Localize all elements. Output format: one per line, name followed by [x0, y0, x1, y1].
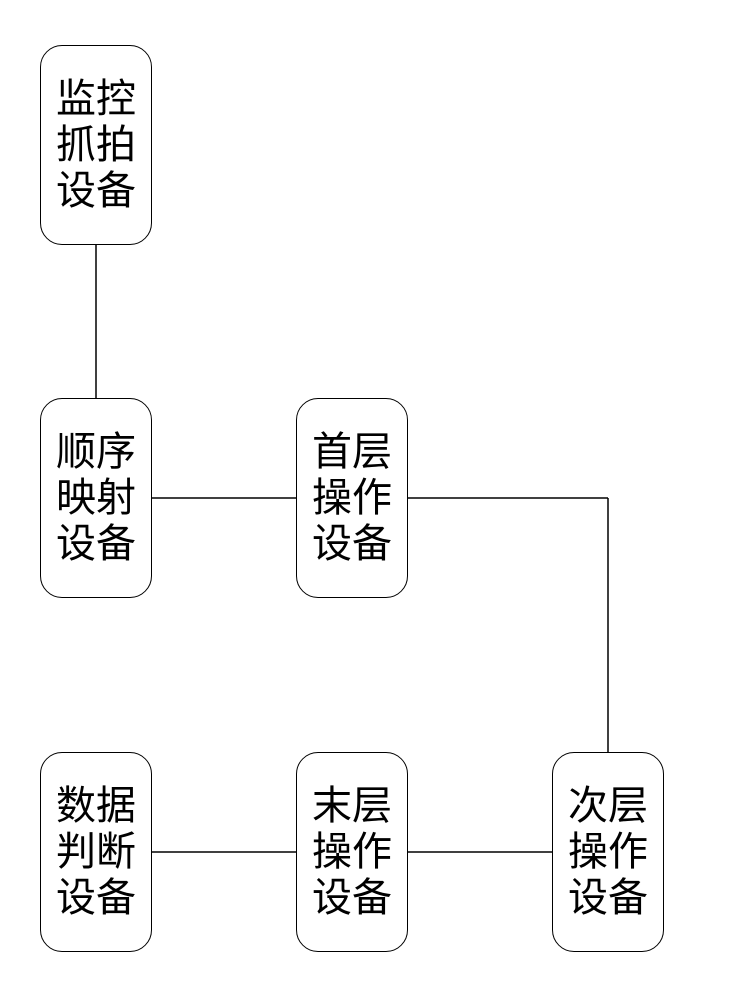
node-label: 监控 抓拍 设备 [56, 76, 136, 214]
node-data-judgment: 数据 判断 设备 [40, 752, 152, 952]
node-label: 次层 操作 设备 [568, 783, 648, 921]
node-label: 顺序 映射 设备 [56, 429, 136, 567]
node-sequence-mapping: 顺序 映射 设备 [40, 398, 152, 598]
node-label: 首层 操作 设备 [312, 429, 392, 567]
node-second-layer-op: 次层 操作 设备 [552, 752, 664, 952]
node-last-layer-op: 末层 操作 设备 [296, 752, 408, 952]
node-label: 数据 判断 设备 [56, 783, 136, 921]
node-monitor-capture: 监控 抓拍 设备 [40, 45, 152, 245]
diagram-canvas: 监控 抓拍 设备 顺序 映射 设备 首层 操作 设备 数据 判断 设备 末层 操… [0, 0, 732, 1000]
node-first-layer-op: 首层 操作 设备 [296, 398, 408, 598]
node-label: 末层 操作 设备 [312, 783, 392, 921]
